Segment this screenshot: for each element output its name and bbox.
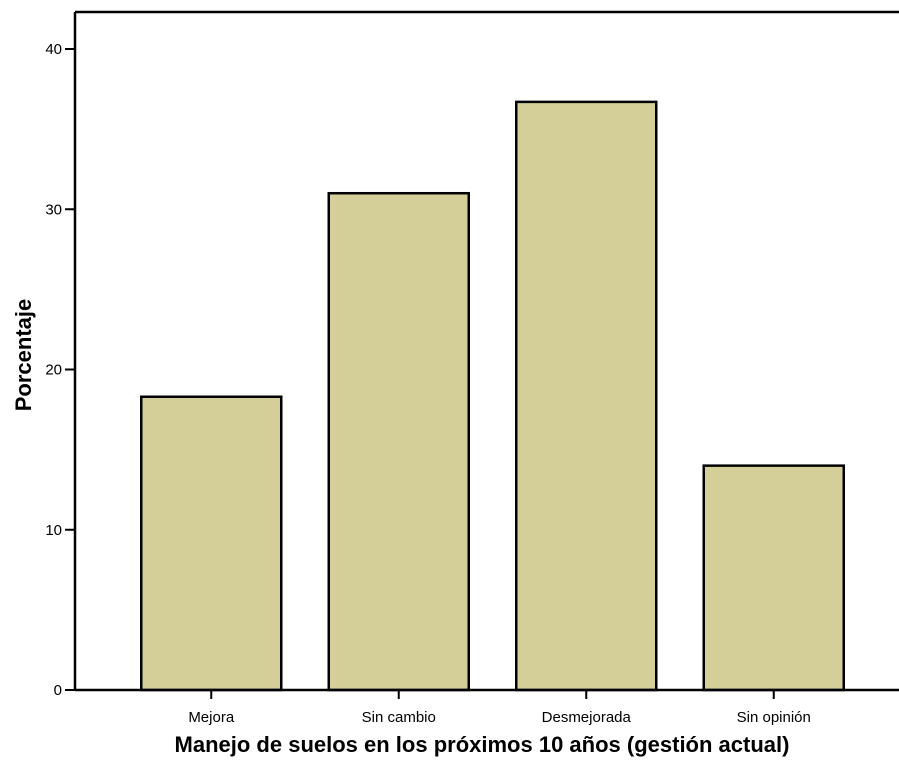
y-tick-label: 40: [45, 41, 62, 58]
y-tick-label: 10: [45, 522, 62, 539]
bar-sin-opini-n: [702, 464, 845, 692]
x-tick-label: Mejora: [188, 709, 235, 726]
x-tick-label: Sin opinión: [737, 709, 811, 726]
y-tick-label: 30: [45, 201, 62, 218]
bar-desmejorada: [515, 100, 658, 692]
x-tick-label: Desmejorada: [542, 709, 632, 726]
x-tick-label: Sin cambio: [362, 709, 436, 726]
bar-sin-cambio: [327, 191, 470, 692]
x-ticks-group: Mejora Sin cambio Desmejorada Sin opinión: [188, 690, 811, 726]
y-tick-label: 20: [45, 362, 62, 379]
x-axis-title: Manejo de suelos en los próximos 10 años…: [175, 732, 790, 757]
y-ticks-group: 0 10 20 30 40: [45, 41, 75, 699]
y-axis-title: Porcentaje: [11, 299, 36, 412]
bar-mejora: [140, 395, 283, 692]
bars-group: [140, 100, 845, 692]
y-tick-label: 0: [54, 682, 62, 699]
